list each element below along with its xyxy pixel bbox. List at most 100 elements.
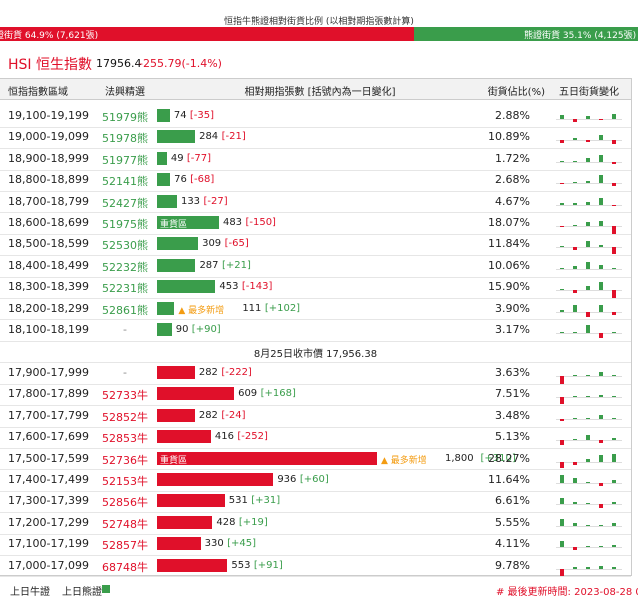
spark-bar [586, 435, 590, 441]
row-line [0, 319, 631, 321]
share: 28.27% [488, 451, 530, 465]
range: 17,500-17,599 [8, 451, 89, 465]
code: 51979熊 [102, 111, 148, 124]
share: 1.72% [495, 151, 530, 165]
spark-bar [573, 331, 577, 333]
spark-bar [560, 160, 564, 162]
range: 18,100-18,199 [8, 323, 89, 336]
range: 17,200-17,299 [8, 515, 89, 529]
range: 19,100-19,199 [8, 109, 89, 122]
spark-bar [599, 135, 603, 141]
code: 52733牛 [102, 389, 148, 403]
row-line [0, 383, 631, 385]
range: 17,400-17,499 [8, 473, 89, 486]
spark-bar [560, 397, 564, 404]
row-line [0, 469, 631, 471]
range: 18,200-18,299 [8, 301, 89, 315]
change-text: [+102] [264, 302, 301, 314]
share: 2.88% [495, 109, 530, 122]
change-text: [-77] [186, 152, 212, 164]
range: 18,900-18,999 [8, 151, 89, 165]
range: 18,300-18,399 [8, 280, 89, 294]
share: 5.13% [495, 430, 530, 444]
spark-base [556, 547, 622, 549]
row-line [0, 190, 631, 192]
contracts-text: 282 [198, 367, 218, 378]
change-text: [-68] [190, 174, 215, 186]
spark-bar [573, 417, 577, 419]
spark-bar [586, 374, 590, 376]
spark-bar [560, 497, 564, 505]
row-line [0, 276, 631, 278]
contracts-bar [157, 109, 170, 122]
spark-bar [612, 290, 616, 298]
spark-bar [573, 203, 577, 205]
spark-bar [586, 459, 590, 462]
spark-base [556, 333, 622, 334]
share: 11.64% [488, 473, 530, 486]
spark-bar [573, 290, 577, 293]
share: 7.51% [495, 387, 530, 401]
code: 52141熊 [102, 175, 148, 189]
spark-bar [599, 333, 603, 339]
code: 52852牛 [102, 410, 148, 424]
row-line [0, 255, 631, 257]
spark-base [556, 483, 622, 484]
spark-base [556, 504, 622, 506]
contracts-bar [157, 515, 213, 529]
spark-bar [560, 519, 564, 526]
spark-bar [599, 504, 603, 509]
share: 9.78% [495, 558, 530, 572]
contracts-text: 531 [228, 495, 248, 507]
spark-base [556, 440, 622, 442]
contracts-bar [157, 280, 216, 294]
spark-bar [573, 374, 577, 376]
spark-bar [573, 247, 577, 250]
code: 52427熊 [102, 196, 148, 210]
spark-bar [573, 477, 577, 483]
range: 18,700-18,799 [8, 194, 89, 208]
change-text: [-252] [237, 431, 268, 443]
spark-base [556, 183, 622, 185]
spark-bar [560, 376, 564, 384]
code: 52736牛 [102, 453, 148, 467]
contracts-text: 284 [199, 131, 219, 143]
spark-base [556, 247, 622, 249]
row-line [0, 148, 631, 150]
spark-bar [599, 244, 603, 248]
spark-bar [560, 203, 564, 205]
spark-base [556, 290, 622, 292]
spark-bar [560, 267, 564, 269]
range: 18,400-18,499 [8, 258, 89, 272]
spark-bar [612, 544, 616, 548]
spark-bar [560, 461, 564, 469]
spark-bar [586, 524, 590, 526]
spark-bar [586, 202, 590, 205]
change-text: [+31] [251, 495, 281, 507]
contracts-bar [157, 537, 201, 551]
bear-ratio-bar [414, 27, 638, 41]
spark-bar [560, 475, 564, 483]
spark-bar [586, 116, 590, 119]
share: 11.84% [488, 237, 530, 251]
contracts-text: 282 [198, 409, 218, 421]
spark-bar [573, 547, 577, 550]
contracts-text: 453 [219, 281, 239, 293]
code: 68748牛 [102, 560, 148, 574]
bear-ratio-label: 熊證街貨 35.1% (4,125張) [524, 31, 637, 41]
change-text: [+19] [238, 516, 268, 528]
spark-bar [560, 418, 564, 422]
spark-bar [573, 266, 577, 269]
spark-bar [586, 481, 590, 483]
spark-bar [612, 204, 616, 206]
range: 17,800-17,899 [8, 387, 89, 401]
contracts-bar [157, 173, 171, 187]
heavy-tag: 重貨區 [160, 220, 188, 230]
spark-bar [560, 331, 564, 333]
spark-bar [599, 282, 603, 291]
spark-bar [573, 137, 577, 141]
change-text: [-24] [221, 409, 246, 421]
spark-bar [599, 372, 603, 376]
header-row [0, 79, 631, 100]
contracts-text: 936 [277, 474, 297, 485]
